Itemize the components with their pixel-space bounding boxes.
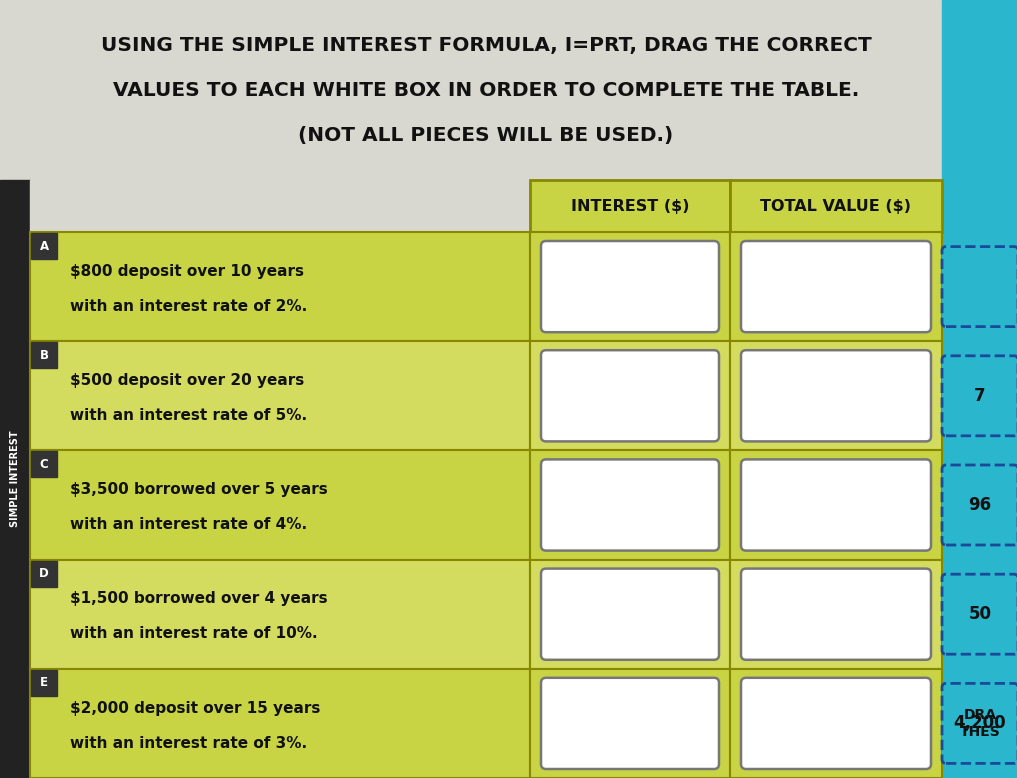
Text: 4,200: 4,200 [954,714,1006,732]
Text: TOTAL VALUE ($): TOTAL VALUE ($) [761,198,911,213]
FancyBboxPatch shape [942,465,1017,545]
FancyBboxPatch shape [942,574,1017,654]
Text: DRA
THES: DRA THES [960,708,1001,739]
FancyBboxPatch shape [541,678,719,769]
Text: with an interest rate of 5%.: with an interest rate of 5%. [70,408,307,423]
Bar [530,669,730,778]
Text: VALUES TO EACH WHITE BOX IN ORDER TO COMPLETE THE TABLE.: VALUES TO EACH WHITE BOX IN ORDER TO COM… [113,80,859,100]
Bar [730,342,942,450]
Bar [530,342,730,450]
Bar [530,450,730,559]
FancyBboxPatch shape [741,350,931,441]
Bar [730,232,942,342]
Bar [730,669,942,778]
Bar [730,559,942,669]
FancyBboxPatch shape [541,569,719,660]
FancyBboxPatch shape [741,678,931,769]
Bar [29,450,530,559]
Bar [31,451,57,478]
Bar [31,233,57,259]
FancyBboxPatch shape [541,459,719,551]
FancyBboxPatch shape [541,241,719,332]
Bar [29,342,530,450]
FancyBboxPatch shape [541,350,719,441]
Bar [730,450,942,559]
Text: A: A [40,240,49,253]
Text: E: E [40,676,48,689]
FancyBboxPatch shape [741,241,931,332]
Text: $3,500 borrowed over 5 years: $3,500 borrowed over 5 years [70,482,327,497]
Text: D: D [39,567,49,580]
Bar [530,180,730,232]
Text: with an interest rate of 10%.: with an interest rate of 10%. [70,626,317,641]
Text: 7: 7 [974,387,985,405]
Text: (NOT ALL PIECES WILL BE USED.): (NOT ALL PIECES WILL BE USED.) [298,125,673,145]
Bar [29,669,530,778]
Bar [530,232,730,342]
Bar [730,180,942,232]
Bar [0,0,942,180]
Bar [31,670,57,696]
Text: $1,500 borrowed over 4 years: $1,500 borrowed over 4 years [70,591,327,606]
Bar [942,0,1017,778]
FancyBboxPatch shape [942,247,1017,327]
Text: SIMPLE INTEREST: SIMPLE INTEREST [10,431,20,527]
Text: USING THE SIMPLE INTEREST FORMULA, I=PRT, DRAG THE CORRECT: USING THE SIMPLE INTEREST FORMULA, I=PRT… [101,36,872,54]
Bar [29,232,530,342]
Text: with an interest rate of 4%.: with an interest rate of 4%. [70,517,307,532]
Text: $2,000 deposit over 15 years: $2,000 deposit over 15 years [70,701,320,716]
Text: B: B [40,349,49,362]
Text: with an interest rate of 2%.: with an interest rate of 2%. [70,299,307,314]
Bar [31,342,57,368]
FancyBboxPatch shape [942,356,1017,436]
FancyBboxPatch shape [741,459,931,551]
Bar [31,561,57,587]
Bar [0,180,29,778]
Bar [29,559,530,669]
Text: INTEREST ($): INTEREST ($) [571,198,690,213]
FancyBboxPatch shape [942,683,1017,763]
Bar [530,559,730,669]
Text: with an interest rate of 3%.: with an interest rate of 3%. [70,735,307,751]
Text: $800 deposit over 10 years: $800 deposit over 10 years [70,264,304,279]
Text: C: C [40,458,49,471]
Text: $500 deposit over 20 years: $500 deposit over 20 years [70,373,304,388]
Text: 96: 96 [968,496,992,514]
Text: 50: 50 [968,605,992,623]
Bar [29,180,530,232]
FancyBboxPatch shape [741,569,931,660]
